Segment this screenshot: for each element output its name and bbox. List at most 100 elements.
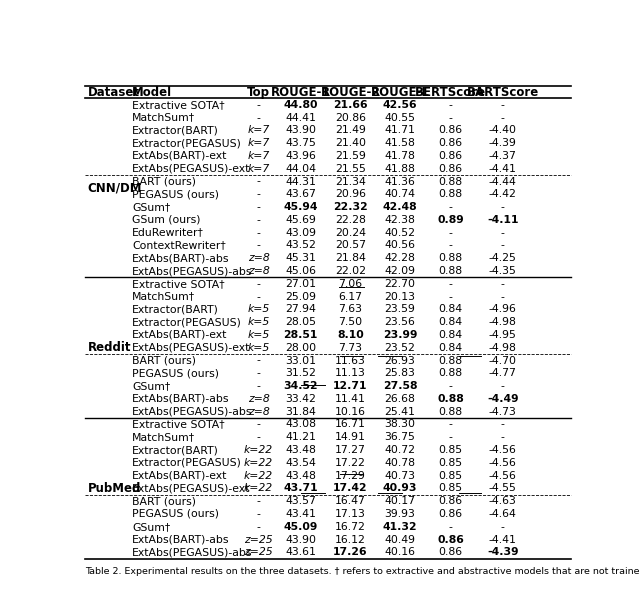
Text: -4.49: -4.49 xyxy=(487,394,518,404)
Text: ExtAbs(BART)-ext: ExtAbs(BART)-ext xyxy=(132,151,227,161)
Text: 0.88: 0.88 xyxy=(437,394,464,404)
Text: PubMed: PubMed xyxy=(88,482,141,495)
Text: 40.17: 40.17 xyxy=(385,496,415,506)
Text: -: - xyxy=(501,100,505,110)
Text: GSum (ours): GSum (ours) xyxy=(132,215,200,225)
Text: -: - xyxy=(257,228,260,237)
Text: k=22: k=22 xyxy=(244,445,273,455)
Text: ExtAbs(PEGASUS)-abs: ExtAbs(PEGASUS)-abs xyxy=(132,547,253,557)
Text: -: - xyxy=(449,240,452,250)
Text: ExtAbs(BART)-ext: ExtAbs(BART)-ext xyxy=(132,470,227,480)
Text: Extractive SOTA†: Extractive SOTA† xyxy=(132,100,225,110)
Text: 41.21: 41.21 xyxy=(285,432,316,442)
Text: 20.13: 20.13 xyxy=(385,292,415,301)
Text: 7.63: 7.63 xyxy=(339,304,362,314)
Text: 20.86: 20.86 xyxy=(335,113,366,122)
Text: 43.57: 43.57 xyxy=(285,496,316,506)
Text: -: - xyxy=(257,279,260,289)
Text: -: - xyxy=(501,113,505,122)
Text: 40.74: 40.74 xyxy=(385,189,415,199)
Text: 27.94: 27.94 xyxy=(285,304,316,314)
Text: z=8: z=8 xyxy=(248,394,269,404)
Text: 0.88: 0.88 xyxy=(438,177,463,186)
Text: 43.41: 43.41 xyxy=(285,509,316,519)
Text: -4.44: -4.44 xyxy=(489,177,516,186)
Text: -: - xyxy=(257,432,260,442)
Text: 0.86: 0.86 xyxy=(438,509,463,519)
Text: -4.55: -4.55 xyxy=(489,483,516,493)
Text: -: - xyxy=(449,381,452,391)
Text: 0.84: 0.84 xyxy=(438,343,463,353)
Text: -: - xyxy=(501,381,505,391)
Text: BART (ours): BART (ours) xyxy=(132,355,196,365)
Text: -4.25: -4.25 xyxy=(489,253,516,263)
Text: 26.68: 26.68 xyxy=(385,394,415,404)
Text: GSum†: GSum† xyxy=(132,202,170,212)
Text: 21.84: 21.84 xyxy=(335,253,365,263)
Text: BERTScore: BERTScore xyxy=(415,85,486,98)
Text: -4.56: -4.56 xyxy=(489,445,516,455)
Text: -: - xyxy=(501,522,505,532)
Text: 40.16: 40.16 xyxy=(385,547,415,557)
Text: 0.86: 0.86 xyxy=(438,125,463,135)
Text: MatchSum†: MatchSum† xyxy=(132,113,195,122)
Text: Top: Top xyxy=(247,85,270,98)
Text: 43.71: 43.71 xyxy=(284,483,318,493)
Text: 36.75: 36.75 xyxy=(385,432,415,442)
Text: 42.09: 42.09 xyxy=(385,266,415,276)
Text: -4.41: -4.41 xyxy=(489,534,516,544)
Text: BART (ours): BART (ours) xyxy=(132,496,196,506)
Text: -: - xyxy=(257,215,260,225)
Text: -4.96: -4.96 xyxy=(489,304,516,314)
Text: GSum†: GSum† xyxy=(132,522,170,532)
Text: 0.86: 0.86 xyxy=(438,138,463,148)
Text: 7.50: 7.50 xyxy=(339,317,362,327)
Text: 40.73: 40.73 xyxy=(385,470,415,480)
Text: -: - xyxy=(501,202,505,212)
Text: 17.22: 17.22 xyxy=(335,458,365,468)
Text: -: - xyxy=(501,240,505,250)
Text: 14.91: 14.91 xyxy=(335,432,365,442)
Text: 21.66: 21.66 xyxy=(333,100,367,110)
Text: 10.16: 10.16 xyxy=(335,407,366,417)
Text: 39.93: 39.93 xyxy=(385,509,415,519)
Text: -4.98: -4.98 xyxy=(489,343,516,353)
Text: -: - xyxy=(257,522,260,532)
Text: Dataset: Dataset xyxy=(88,85,140,98)
Text: 6.17: 6.17 xyxy=(339,292,362,301)
Text: 40.52: 40.52 xyxy=(385,228,415,237)
Text: -: - xyxy=(257,189,260,199)
Text: -4.70: -4.70 xyxy=(489,355,517,365)
Text: -: - xyxy=(449,113,452,122)
Text: MatchSum†: MatchSum† xyxy=(132,292,195,301)
Text: -: - xyxy=(449,100,452,110)
Text: ExtAbs(PEGASUS)-ext: ExtAbs(PEGASUS)-ext xyxy=(132,343,250,353)
Text: 17.26: 17.26 xyxy=(333,547,367,557)
Text: z=25: z=25 xyxy=(244,534,273,544)
Text: Extractor(PEGASUS): Extractor(PEGASUS) xyxy=(132,138,242,148)
Text: 16.47: 16.47 xyxy=(335,496,365,506)
Text: 41.32: 41.32 xyxy=(383,522,417,532)
Text: 20.96: 20.96 xyxy=(335,189,366,199)
Text: 0.88: 0.88 xyxy=(438,253,463,263)
Text: 16.72: 16.72 xyxy=(335,522,365,532)
Text: 44.31: 44.31 xyxy=(285,177,316,186)
Text: 20.24: 20.24 xyxy=(335,228,366,237)
Text: z=8: z=8 xyxy=(248,266,269,276)
Text: 8.10: 8.10 xyxy=(337,330,364,340)
Text: 17.27: 17.27 xyxy=(335,445,365,455)
Text: 25.83: 25.83 xyxy=(385,368,415,378)
Text: -: - xyxy=(257,113,260,122)
Text: Extractive SOTA†: Extractive SOTA† xyxy=(132,279,225,289)
Text: -: - xyxy=(257,368,260,378)
Text: 38.30: 38.30 xyxy=(385,419,415,429)
Text: 28.00: 28.00 xyxy=(285,343,316,353)
Text: 7.06: 7.06 xyxy=(339,279,362,289)
Text: PEGASUS (ours): PEGASUS (ours) xyxy=(132,189,219,199)
Text: ExtAbs(PEGASUS)-ext: ExtAbs(PEGASUS)-ext xyxy=(132,483,250,493)
Text: 42.38: 42.38 xyxy=(385,215,415,225)
Text: -: - xyxy=(257,381,260,391)
Text: 20.57: 20.57 xyxy=(335,240,366,250)
Text: k=5: k=5 xyxy=(248,304,269,314)
Text: 43.52: 43.52 xyxy=(285,240,316,250)
